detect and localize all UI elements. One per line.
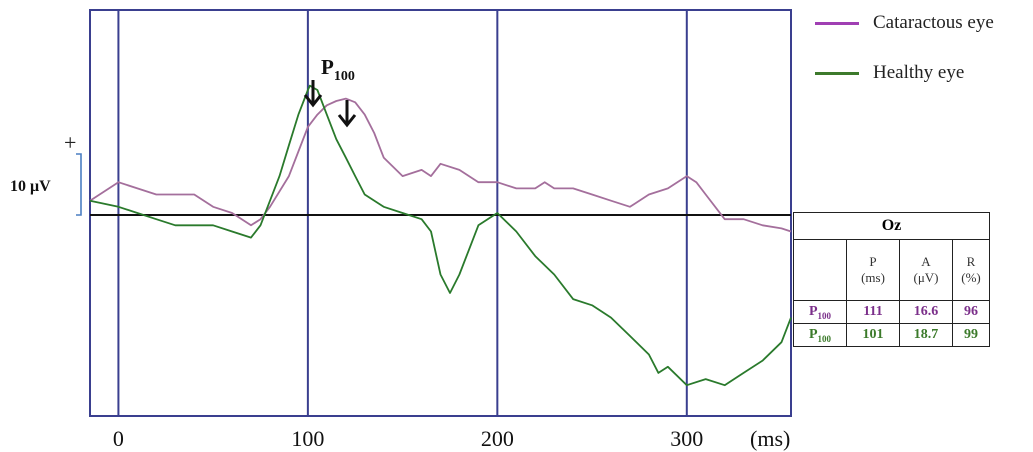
row-label-main: P [808, 303, 818, 319]
x-unit-label: (ms) [750, 426, 790, 451]
row-label: P100 [793, 323, 847, 347]
column-name: P [869, 254, 877, 269]
table-cell: 16.6 [899, 300, 953, 324]
legend-item-healthy: Healthy eye [815, 62, 964, 84]
column-unit: (%) [961, 270, 981, 285]
table-cell: 18.7 [899, 323, 953, 347]
table-row: P100 101 18.7 99 [793, 323, 990, 347]
x-tick-label: 0 [113, 426, 124, 451]
table-corner-cell [793, 239, 847, 301]
column-unit: (μV) [913, 270, 939, 285]
legend-label: Healthy eye [873, 62, 965, 83]
series-layer [89, 84, 792, 387]
p100-annotation: P100 [303, 55, 357, 128]
column-unit: (ms) [861, 270, 885, 285]
row-label-main: P [808, 326, 818, 342]
table-cell: 101 [846, 323, 900, 347]
table-cell: 99 [952, 323, 990, 347]
table-columns-row: P (ms) A (μV) R (%) [793, 239, 990, 301]
column-header: R (%) [952, 239, 990, 301]
row-label: P100 [793, 300, 847, 324]
column-header: A (μV) [899, 239, 953, 301]
scale-bar-polarity: + [64, 130, 76, 155]
x-tick-label: 100 [291, 426, 324, 451]
column-header: P (ms) [846, 239, 900, 301]
table-title: Oz [793, 212, 990, 240]
x-tick-labels: 0 100 200 300 [113, 426, 703, 451]
series-line-healthy [89, 84, 792, 387]
x-tick-label: 300 [670, 426, 703, 451]
table-cell: 111 [846, 300, 900, 324]
legend-label: Cataractous eye [873, 12, 994, 33]
legend-swatch [815, 21, 859, 25]
p100-label: P100 [321, 55, 355, 84]
legend-item-cataractous: Cataractous eye [815, 12, 994, 34]
p100-label-main: P [321, 55, 334, 79]
results-table: Oz P (ms) A (μV) R (%) P100 111 16.6 96 P10… [793, 212, 990, 347]
p100-label-sub: 100 [334, 69, 355, 84]
arrow-down-icon [337, 100, 357, 128]
amplitude-scale-bar: + 10 μV [10, 130, 82, 216]
x-tick-label: 200 [481, 426, 514, 451]
row-label-sub: 100 [817, 333, 832, 344]
series-line-cataractous [89, 97, 792, 233]
column-name: R [966, 254, 976, 269]
table-header-row: Oz [793, 212, 990, 240]
table-row: P100 111 16.6 96 [793, 300, 990, 324]
legend-swatch [815, 71, 859, 75]
table-cell: 96 [952, 300, 990, 324]
column-name: A [921, 254, 931, 269]
scale-bar-label: 10 μV [10, 178, 51, 195]
arrow-down-icon [303, 80, 323, 108]
scale-bar-bracket [76, 153, 82, 216]
row-label-sub: 100 [817, 310, 832, 321]
plot-frame [89, 9, 792, 417]
